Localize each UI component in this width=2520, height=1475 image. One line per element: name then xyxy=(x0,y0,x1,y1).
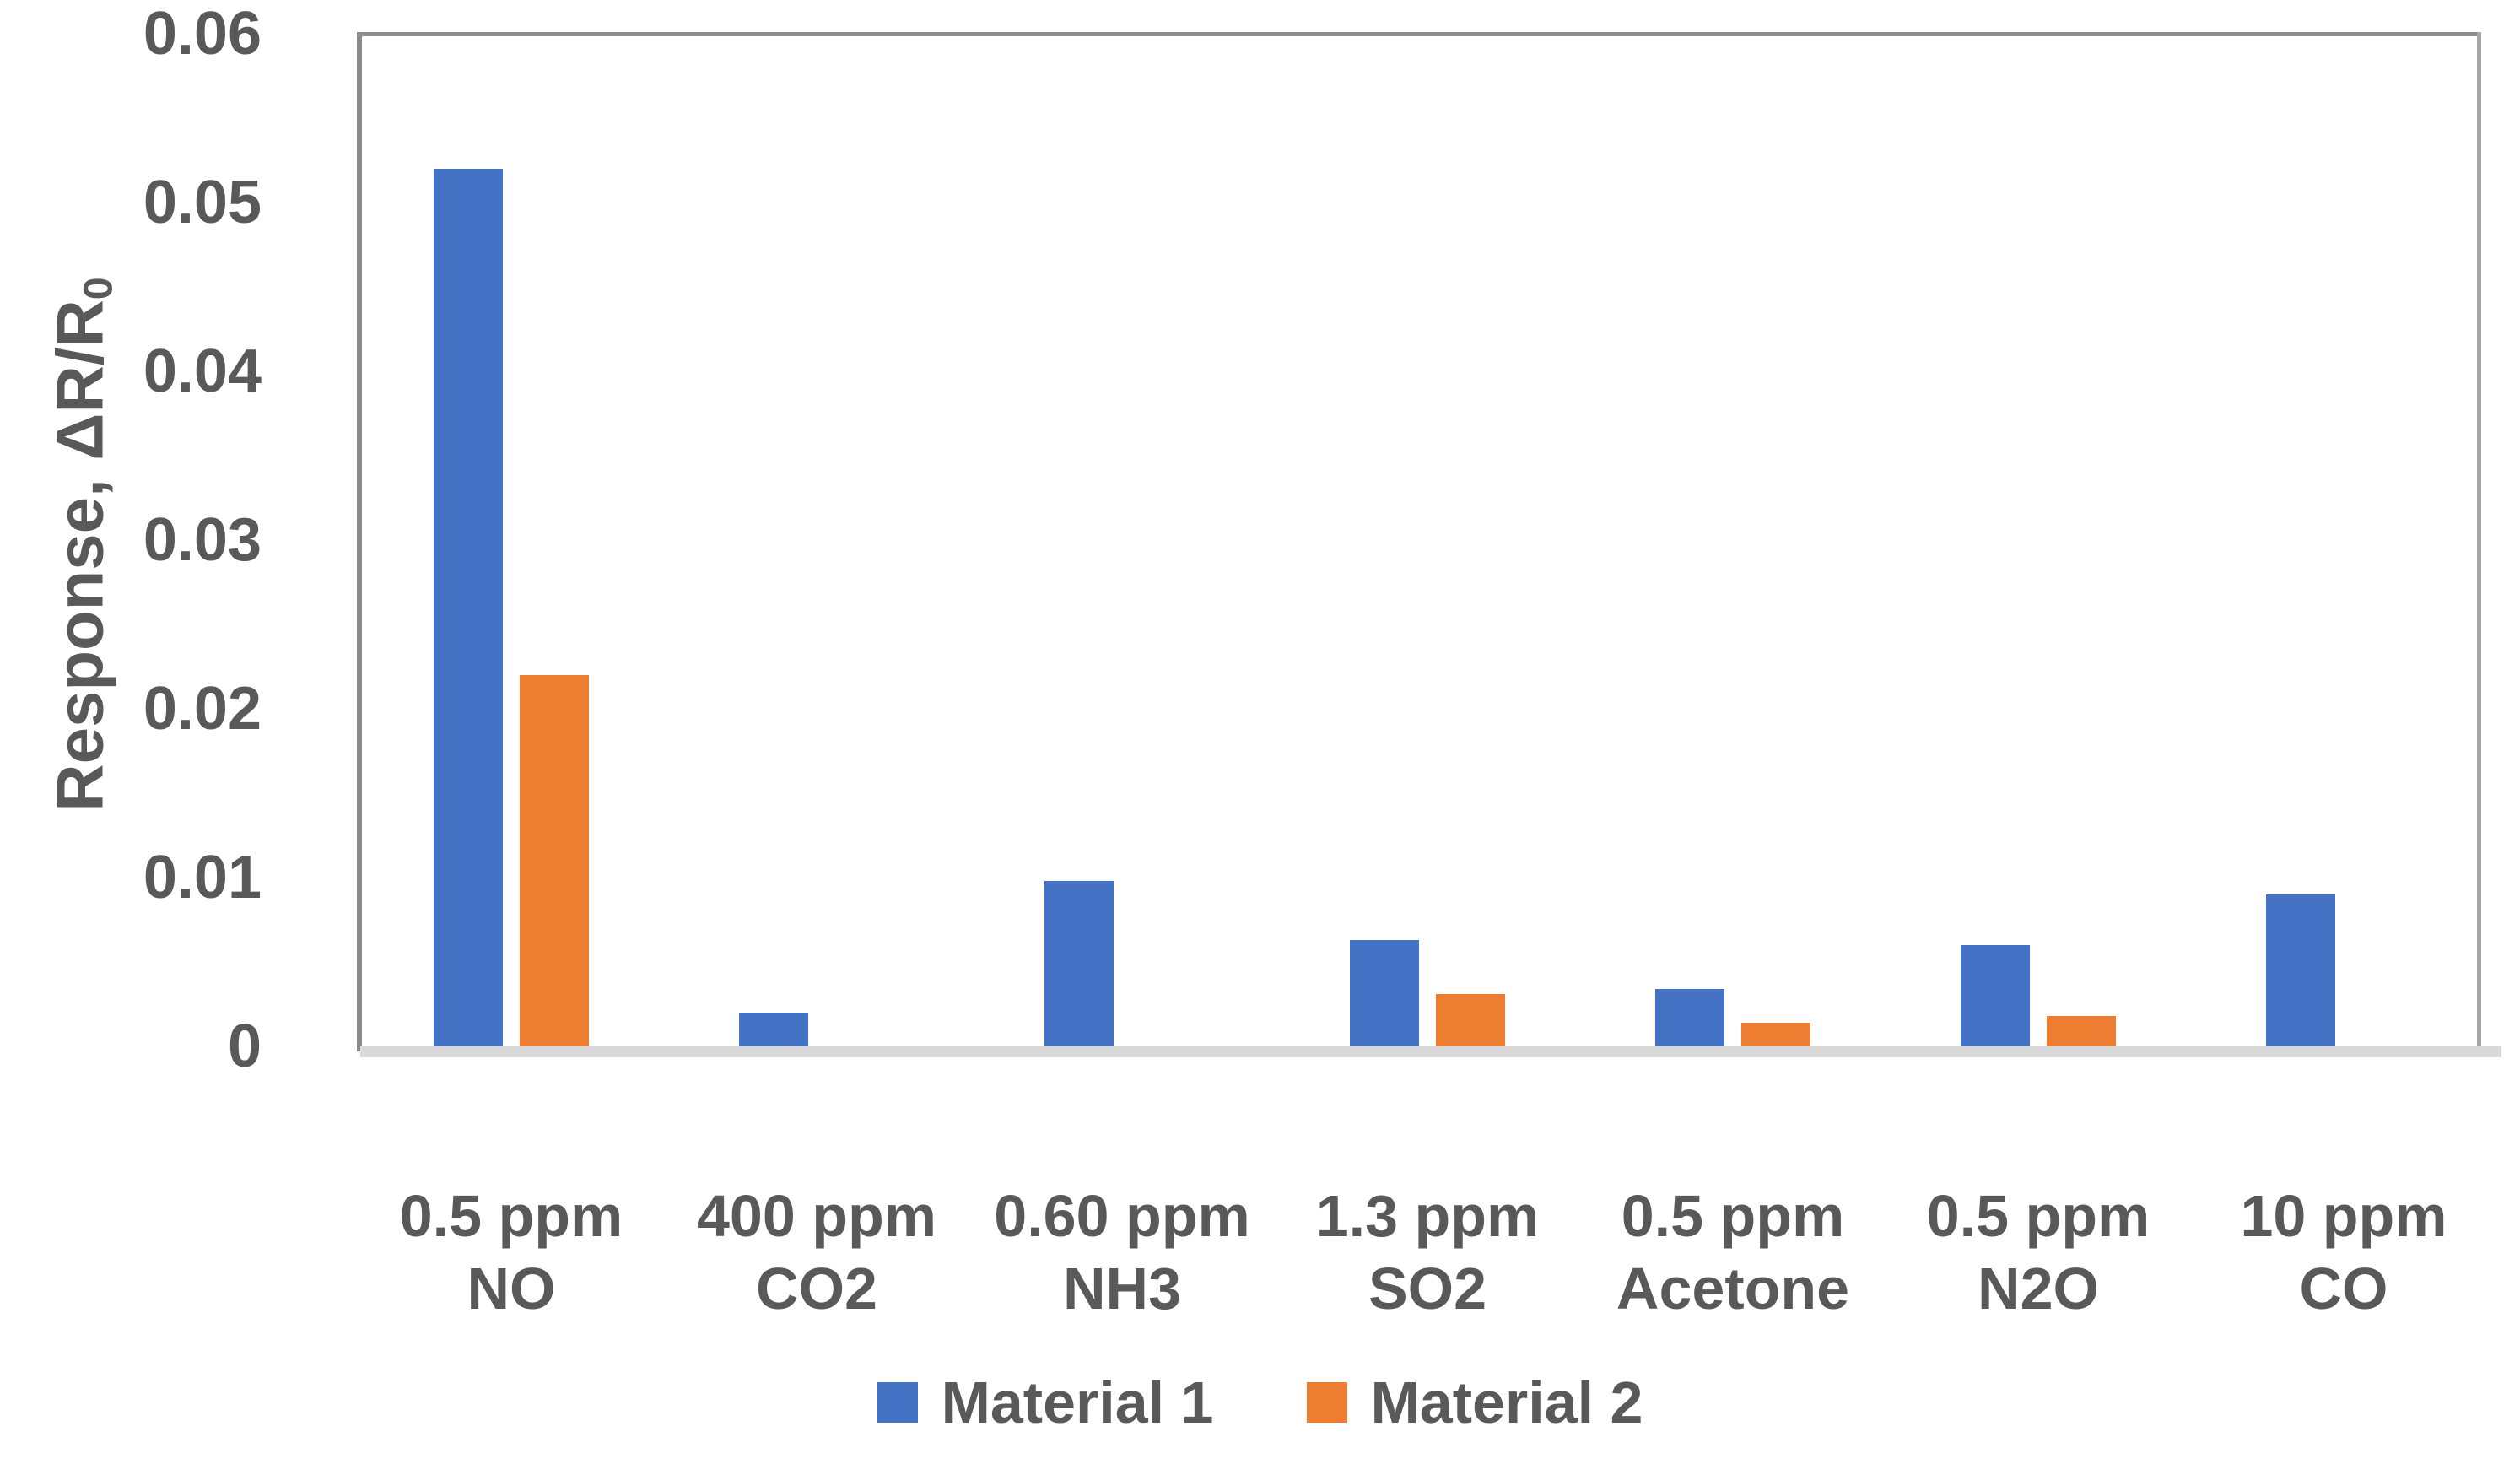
y-tick-label-0-04: 0.04 xyxy=(143,338,262,405)
x-category-label-acetone: 0.5 ppm Acetone xyxy=(1564,1180,1902,1325)
x-category-label-line1: 0.60 ppm xyxy=(994,1183,1250,1249)
y-tick-label-0-02: 0.02 xyxy=(143,675,262,743)
legend-item-material-1: Material 1 xyxy=(877,1369,1214,1436)
y-tick-label-0-01: 0.01 xyxy=(143,844,262,911)
x-category-label-line1: 400 ppm xyxy=(697,1183,936,1249)
x-category-label-line1: 0.5 ppm xyxy=(1926,1183,2150,1249)
x-category-label-co2: 400 ppm CO2 xyxy=(648,1180,985,1325)
x-category-label-line1: 10 ppm xyxy=(2240,1183,2447,1249)
y-axis-line xyxy=(357,32,362,1051)
x-category-label-line2: NO xyxy=(467,1256,556,1321)
x-category-label-co: 10 ppm CO xyxy=(2175,1180,2512,1325)
x-category-label-line2: N2O xyxy=(1978,1256,2099,1321)
x-axis-line xyxy=(360,1046,2501,1057)
bar-material-1-so2 xyxy=(1350,940,1419,1046)
x-category-label-line2: SO2 xyxy=(1368,1256,1487,1321)
x-category-label-no: 0.5 ppm NO xyxy=(343,1180,680,1325)
bar-material-2-acetone xyxy=(1741,1023,1810,1046)
bar-material-2-n2o xyxy=(2047,1016,2116,1046)
legend-label-material-1: Material 1 xyxy=(941,1370,1214,1435)
legend-swatch-material-2 xyxy=(1306,1382,1347,1423)
legend-label-material-2: Material 2 xyxy=(1370,1370,1643,1435)
legend-item-material-2: Material 2 xyxy=(1306,1369,1643,1436)
y-tick-label-0-03: 0.03 xyxy=(143,506,262,574)
x-category-label-line1: 1.3 ppm xyxy=(1315,1183,1540,1249)
bar-material-1-no xyxy=(434,169,503,1046)
y-tick-label-0-06: 0.06 xyxy=(143,0,262,68)
plot-border-right xyxy=(2477,32,2481,1051)
x-category-label-nh3: 0.60 ppm NH3 xyxy=(953,1180,1291,1325)
bar-material-1-co xyxy=(2266,894,2335,1046)
x-category-label-so2: 1.3 ppm SO2 xyxy=(1259,1180,1596,1325)
x-category-label-line1: 0.5 ppm xyxy=(1621,1183,1845,1249)
bar-material-1-n2o xyxy=(1961,945,2030,1046)
legend: Material 1 Material 2 xyxy=(0,1369,2520,1436)
x-category-label-line2: Acetone xyxy=(1616,1256,1850,1321)
x-category-label-line2: NH3 xyxy=(1062,1256,1182,1321)
y-tick-label-0-05: 0.05 xyxy=(143,169,262,236)
x-category-label-n2o: 0.5 ppm N2O xyxy=(1870,1180,2207,1325)
bar-material-2-so2 xyxy=(1436,994,1505,1046)
x-category-label-line2: CO2 xyxy=(756,1256,877,1321)
y-tick-label-0: 0 xyxy=(227,1013,262,1080)
bar-material-1-co2 xyxy=(739,1013,808,1046)
x-category-label-line1: 0.5 ppm xyxy=(399,1183,623,1249)
bar-material-1-acetone xyxy=(1655,989,1724,1046)
legend-swatch-material-1 xyxy=(877,1382,918,1423)
x-category-label-line2: CO xyxy=(2299,1256,2388,1321)
bar-material-1-nh3 xyxy=(1044,881,1114,1046)
bar-material-2-no xyxy=(520,675,589,1046)
y-axis-title-subscript: 0 xyxy=(75,277,121,300)
plot-border-top xyxy=(360,32,2480,36)
